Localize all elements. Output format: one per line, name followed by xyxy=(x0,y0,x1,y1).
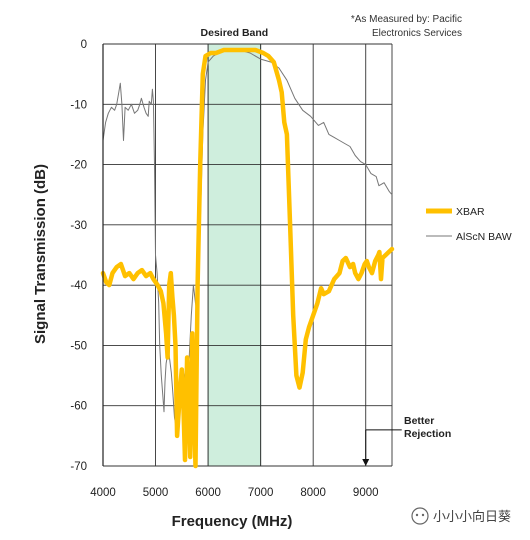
x-tick-label: 5000 xyxy=(143,487,169,499)
annotation-line-2: Rejection xyxy=(404,428,451,440)
axis-layer: 4000 5000 6000 7000 8000 9000 0 -10 -20 -30 -40 -50… xyxy=(70,39,378,499)
legend-label-alscn-baw: AlScN BAW xyxy=(456,231,512,243)
annotation-line-1: Better xyxy=(404,415,434,427)
band-layer xyxy=(207,43,262,467)
x-tick-label: 8000 xyxy=(300,487,326,499)
watermark: 小小小向日葵 xyxy=(411,507,511,525)
annotation-arrow xyxy=(362,429,402,466)
legend-label-xbar: XBAR xyxy=(456,206,485,218)
y-tick-label: -40 xyxy=(70,280,87,292)
watermark-text: 小小小向日葵 xyxy=(433,509,511,525)
desired-band-rect xyxy=(207,43,262,467)
y-tick-label: -20 xyxy=(70,160,87,172)
wechat-icon xyxy=(411,507,429,525)
series-line-xbar xyxy=(100,47,395,469)
y-tick-label: 0 xyxy=(81,39,87,51)
better-rejection-annotation: Better Rejection xyxy=(362,415,451,466)
y-tick-label: -10 xyxy=(70,99,87,111)
source-note-line-1: *As Measured by: Pacific xyxy=(351,14,462,25)
x-tick-label: 9000 xyxy=(353,487,379,499)
y-tick-label: -30 xyxy=(70,220,87,232)
wechat-icon-eye-right xyxy=(421,513,425,517)
x-axis-title: Frequency (MHz) xyxy=(172,513,293,530)
source-note-line-2: Electronics Services xyxy=(372,28,462,39)
desired-band-label: Desired Band xyxy=(201,27,269,39)
y-tick-label: -50 xyxy=(70,340,87,352)
grid-layer xyxy=(103,43,393,467)
wechat-icon-eye-left xyxy=(415,513,419,517)
x-tick-label: 4000 xyxy=(90,487,116,499)
series-layer xyxy=(100,47,395,469)
annotation-arrow-head xyxy=(362,459,370,466)
x-tick-label: 7000 xyxy=(248,487,274,499)
x-tick-label: 6000 xyxy=(195,487,221,499)
y-tick-label: -70 xyxy=(70,461,87,473)
y-tick-label: -60 xyxy=(70,401,87,413)
legend: XBAR AlScN BAW xyxy=(426,206,512,243)
y-axis-title: Signal Transmission (dB) xyxy=(32,164,49,344)
